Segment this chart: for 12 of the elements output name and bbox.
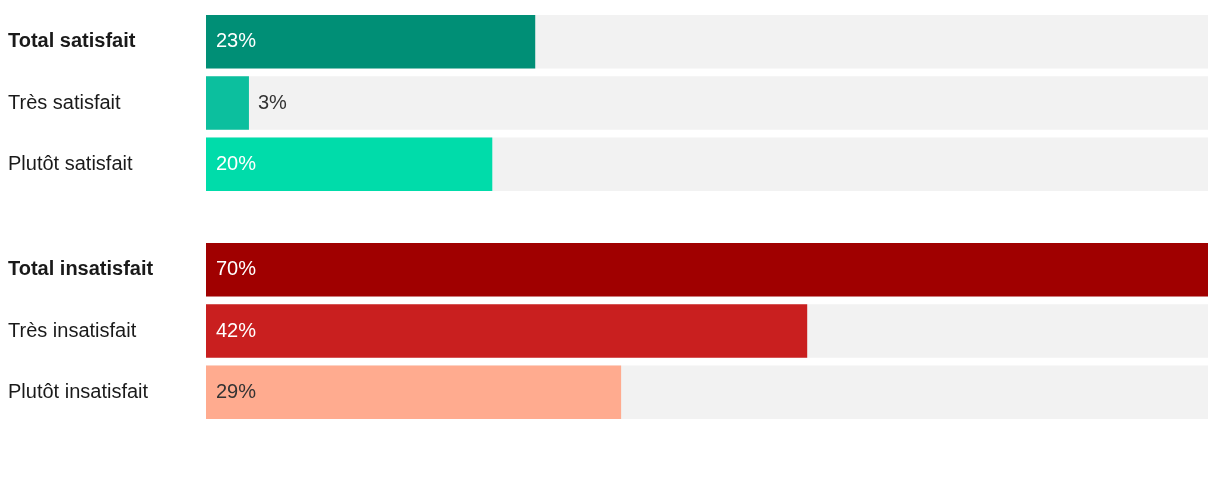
y-tick-label: Plutôt satisfait xyxy=(8,151,133,174)
data-label: 23% xyxy=(216,29,257,52)
y-tick-label: Plutôt insatisfait xyxy=(8,379,149,402)
data-label: 3% xyxy=(257,90,288,113)
data-label: 29% xyxy=(216,379,257,402)
data-label: 20% xyxy=(216,151,257,174)
data-label: 42% xyxy=(216,318,257,341)
y-tick-label: Très insatisfait xyxy=(8,318,137,341)
y-tick-label: Très satisfait xyxy=(8,90,122,113)
y-tick-label: Total satisfait xyxy=(8,29,136,52)
y-tick-label: Total insatisfait xyxy=(8,257,154,280)
data-label: 70% xyxy=(216,257,257,280)
